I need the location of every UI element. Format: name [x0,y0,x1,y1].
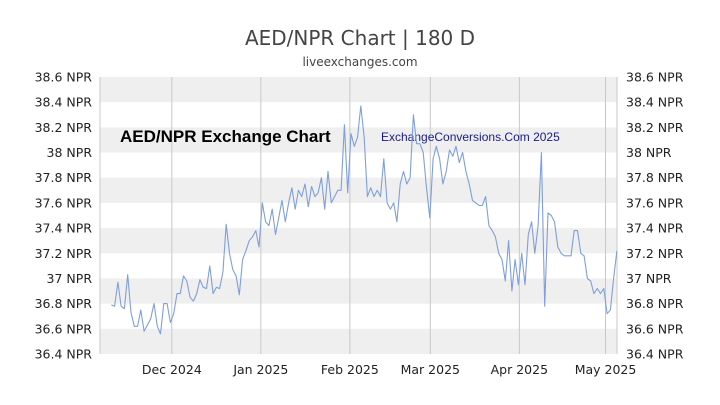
y-tick-label-left: 38.6 NPR [35,70,93,85]
y-tick-label-left: 37.4 NPR [35,221,93,236]
y-tick-label-right: 38.4 NPR [626,95,684,110]
y-tick-label-left: 36.8 NPR [35,296,93,311]
grid-band [100,77,617,103]
grid-band [100,228,617,254]
y-tick-label-left: 38.4 NPR [35,95,93,110]
chart-title: AED/NPR Chart | 180 D [244,26,476,50]
y-tick-label-right: 37 NPR [626,271,672,286]
y-tick-label-left: 38 NPR [47,145,93,160]
x-tick-label: May 2025 [575,362,637,377]
y-axis-right: 36.4 NPR 36.6 NPR 36.8 NPR 37 NPR 37.2 NPR 37… [626,70,684,362]
y-tick-label-right: 37.6 NPR [626,195,684,210]
y-tick-label-right: 36.8 NPR [626,296,684,311]
x-tick-label: Dec 2024 [142,362,202,377]
y-tick-label-left: 38.2 NPR [35,120,93,135]
series-line [111,105,618,335]
x-tick-label: Feb 2025 [321,362,379,377]
chart-subtitle: liveexchanges.com [302,55,418,69]
grid-band [100,328,617,354]
y-tick-label-right: 37.4 NPR [626,221,684,236]
y-tick-label-right: 37.8 NPR [626,170,684,185]
y-tick-label-right: 38 NPR [626,145,672,160]
y-tick-label-right: 37.2 NPR [626,246,684,261]
series-group [111,105,618,335]
x-tick-label: Apr 2025 [491,362,548,377]
y-tick-label-right: 36.4 NPR [626,347,684,362]
annotation-watermark: ExchangeConversions.Com 2025 [381,130,560,144]
y-tick-label-right: 38.6 NPR [626,70,684,85]
y-tick-label-right: 38.2 NPR [626,120,684,135]
background-bands [100,77,617,354]
x-tick-label: Mar 2025 [401,362,460,377]
y-tick-label-left: 37.6 NPR [35,195,93,210]
x-tick-label: Jan 2025 [232,362,288,377]
x-axis: Dec 2024 Jan 2025 Feb 2025 Mar 2025 Apr 2025… [142,362,637,377]
y-axis-left: 36.4 NPR 36.6 NPR 36.8 NPR 37 NPR 37.2 NPR 37… [35,70,93,362]
y-tick-label-left: 37.8 NPR [35,170,93,185]
annotation-exchange-chart: AED/NPR Exchange Chart [120,127,331,146]
y-tick-label-left: 36.4 NPR [35,347,93,362]
y-tick-label-left: 37 NPR [47,271,93,286]
vertical-gridlines [99,77,618,354]
y-tick-label-left: 36.6 NPR [35,321,93,336]
y-tick-label-left: 37.2 NPR [35,246,93,261]
grid-band [100,177,617,203]
y-tick-label-right: 36.6 NPR [626,321,684,336]
grid-band [100,278,617,304]
